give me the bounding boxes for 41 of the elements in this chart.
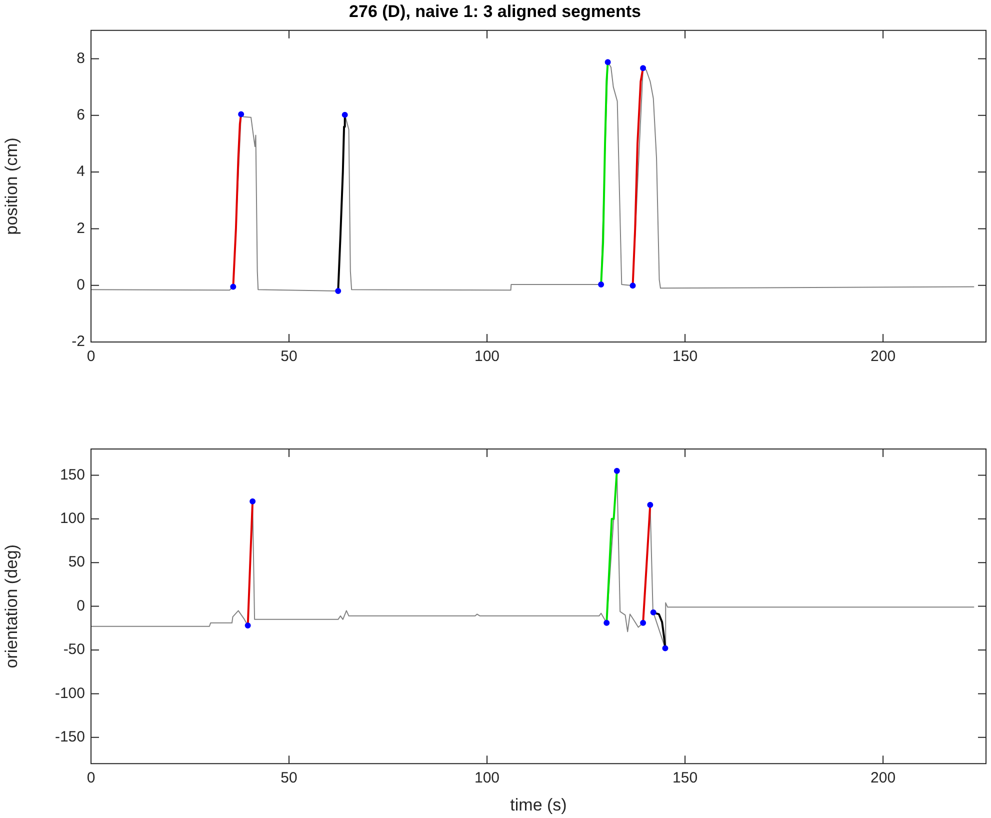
y-tick-label: 6 xyxy=(76,106,85,124)
x-tick-label: 50 xyxy=(280,348,298,366)
point xyxy=(230,284,236,290)
point xyxy=(630,282,636,289)
y-tick-label: -2 xyxy=(72,333,85,350)
point xyxy=(614,468,620,474)
y-tick-label: 0 xyxy=(76,597,85,614)
point xyxy=(244,622,251,629)
x-axis-title: time (s) xyxy=(510,795,567,814)
y-tick-label: -150 xyxy=(54,728,85,746)
y-tick-label: 150 xyxy=(60,466,85,484)
y-tick-label: -50 xyxy=(63,641,85,658)
point xyxy=(250,498,256,504)
x-tick-label: 150 xyxy=(672,348,698,366)
y-tick-label: 0 xyxy=(76,276,85,294)
x-tick-label: 200 xyxy=(870,770,896,787)
y-tick-label: -100 xyxy=(54,684,85,702)
point xyxy=(335,288,342,294)
x-tick-label: 100 xyxy=(474,348,500,366)
y-tick-label: 8 xyxy=(76,50,85,67)
point xyxy=(604,620,610,626)
y-tick-label: 50 xyxy=(68,554,85,571)
point xyxy=(650,609,656,616)
point xyxy=(640,65,646,72)
point xyxy=(342,112,348,118)
point xyxy=(238,111,244,118)
y-axis-title: orientation (deg) xyxy=(2,544,21,668)
x-tick-label: 100 xyxy=(474,770,500,787)
point xyxy=(604,59,611,66)
point xyxy=(640,620,646,626)
point xyxy=(598,281,604,288)
y-tick-label: 2 xyxy=(76,220,85,237)
y-tick-label: 4 xyxy=(76,163,85,180)
x-tick-label: 150 xyxy=(672,770,698,787)
chart-title: 276 (D), naive 1: 3 aligned segments xyxy=(349,2,641,21)
x-tick-label: 200 xyxy=(870,348,896,366)
x-tick-label: 50 xyxy=(280,770,298,787)
point xyxy=(647,502,654,508)
point xyxy=(662,645,668,652)
y-axis-title: position (cm) xyxy=(2,138,21,235)
y-tick-label: 100 xyxy=(60,510,85,528)
